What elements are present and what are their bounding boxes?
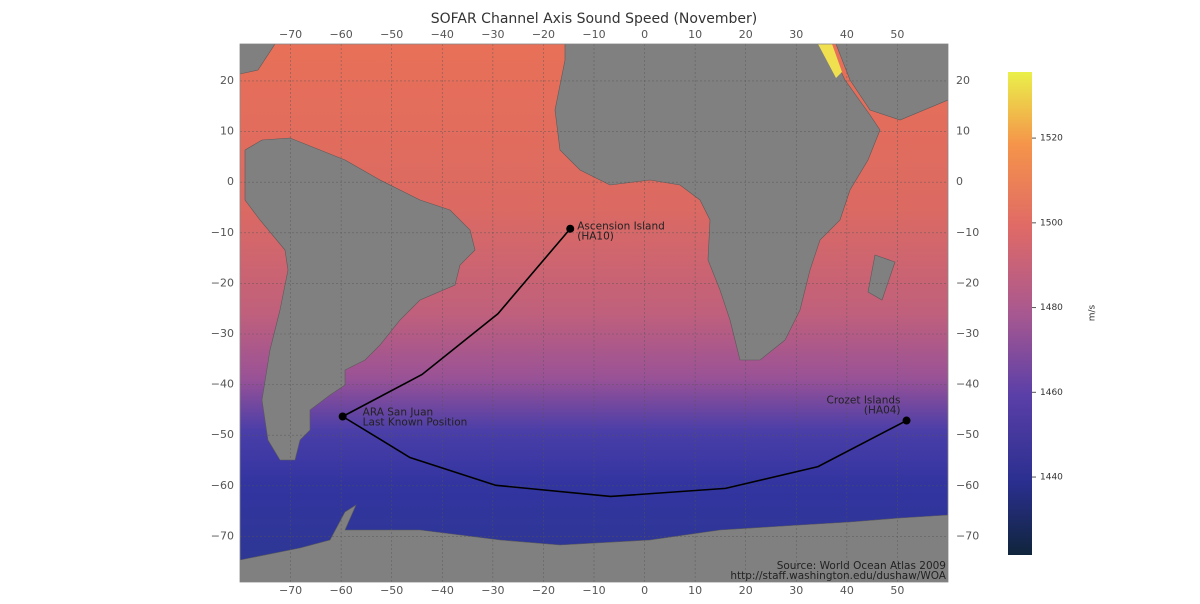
- station-label: Last Known Position: [363, 417, 468, 429]
- x-tick-label: 20: [739, 28, 753, 41]
- track: [342, 415, 907, 498]
- y-tick-label: −10: [211, 226, 234, 239]
- labels: −70 −70 −60 −60 −50 −50 −40 −40 −30 −30 −20 −20 −10 −…: [211, 28, 979, 597]
- station-label: Crozet Islands: [827, 395, 901, 407]
- x-tick-label: −70: [279, 28, 302, 41]
- y-tick-label: −20: [956, 276, 979, 289]
- x-tick-label: 50: [890, 584, 904, 597]
- x-tick-label: −30: [481, 28, 504, 41]
- track: [342, 228, 571, 418]
- station-marker: [902, 416, 911, 425]
- colorbar-tick-label: 1460: [1040, 388, 1063, 398]
- land: [835, 44, 948, 121]
- x-tick-label: 30: [789, 28, 803, 41]
- y-tick-label: 20: [220, 74, 234, 87]
- y-tick-label: −30: [211, 327, 234, 340]
- x-tick-label: −60: [330, 584, 353, 597]
- x-tick-label: −20: [532, 28, 555, 41]
- x-tick-label: −60: [330, 28, 353, 41]
- x-tick-label: −30: [481, 584, 504, 597]
- y-tick-label: −40: [211, 378, 234, 391]
- graticule: [240, 44, 948, 582]
- source-text: http://staff.washington.edu/dushaw/WOA: [730, 570, 946, 582]
- x-tick-label: 0: [641, 584, 648, 597]
- y-tick-label: 0: [956, 175, 963, 188]
- source-text: Source: World Ocean Atlas 2009: [777, 560, 946, 572]
- colorbar-tick-label: 1500: [1040, 218, 1063, 228]
- x-tick-label: 50: [890, 28, 904, 41]
- station-label: ARA San Juan: [363, 407, 434, 419]
- colorbar-tick-label: 1480: [1040, 303, 1063, 313]
- x-tick-label: 10: [688, 584, 702, 597]
- colorbar-tick-label: 1440: [1040, 473, 1063, 483]
- y-tick-label: −70: [211, 529, 234, 542]
- x-tick-label: −10: [582, 584, 605, 597]
- x-tick-label: 10: [688, 28, 702, 41]
- colorbar-label: m/s: [1088, 304, 1098, 321]
- y-tick-label: −60: [211, 479, 234, 492]
- x-tick-label: 40: [840, 28, 854, 41]
- colorbar-tick-label: 1520: [1040, 134, 1063, 144]
- y-tick-label: −20: [211, 276, 234, 289]
- tracks: [338, 224, 911, 498]
- title: SOFAR Channel Axis Sound Speed (November…: [431, 11, 757, 27]
- station-label: (HA10): [577, 231, 614, 243]
- x-tick-label: −50: [380, 584, 403, 597]
- colorbar: [1008, 72, 1032, 555]
- x-tick-label: 0: [641, 28, 648, 41]
- y-tick-label: −50: [956, 428, 979, 441]
- y-tick-label: −60: [956, 479, 979, 492]
- y-tick-label: −70: [956, 529, 979, 542]
- station-marker: [566, 224, 575, 233]
- x-tick-label: 30: [789, 584, 803, 597]
- y-tick-label: 20: [956, 74, 970, 87]
- land: [554, 44, 881, 361]
- map-area: [240, 44, 948, 582]
- y-tick-label: −50: [211, 428, 234, 441]
- x-tick-label: 20: [739, 584, 753, 597]
- land: [240, 504, 948, 582]
- y-tick-label: 10: [956, 125, 970, 138]
- station-label: Ascension Island: [577, 221, 665, 233]
- x-tick-label: −40: [431, 28, 454, 41]
- land: [240, 44, 276, 75]
- red-sea: [818, 44, 842, 78]
- y-tick-label: −10: [956, 226, 979, 239]
- y-tick-label: −30: [956, 327, 979, 340]
- station-label: (HA04): [864, 405, 901, 417]
- y-tick-label: 10: [220, 125, 234, 138]
- x-tick-label: −50: [380, 28, 403, 41]
- x-tick-label: −70: [279, 584, 302, 597]
- x-tick-label: −40: [431, 584, 454, 597]
- land: [244, 137, 476, 461]
- x-tick-label: 40: [840, 584, 854, 597]
- map-frame: [239, 43, 949, 583]
- x-tick-label: −10: [582, 28, 605, 41]
- y-tick-label: −40: [956, 378, 979, 391]
- station-marker: [338, 412, 347, 421]
- y-tick-label: 0: [227, 175, 234, 188]
- land: [867, 254, 896, 301]
- x-tick-label: −20: [532, 584, 555, 597]
